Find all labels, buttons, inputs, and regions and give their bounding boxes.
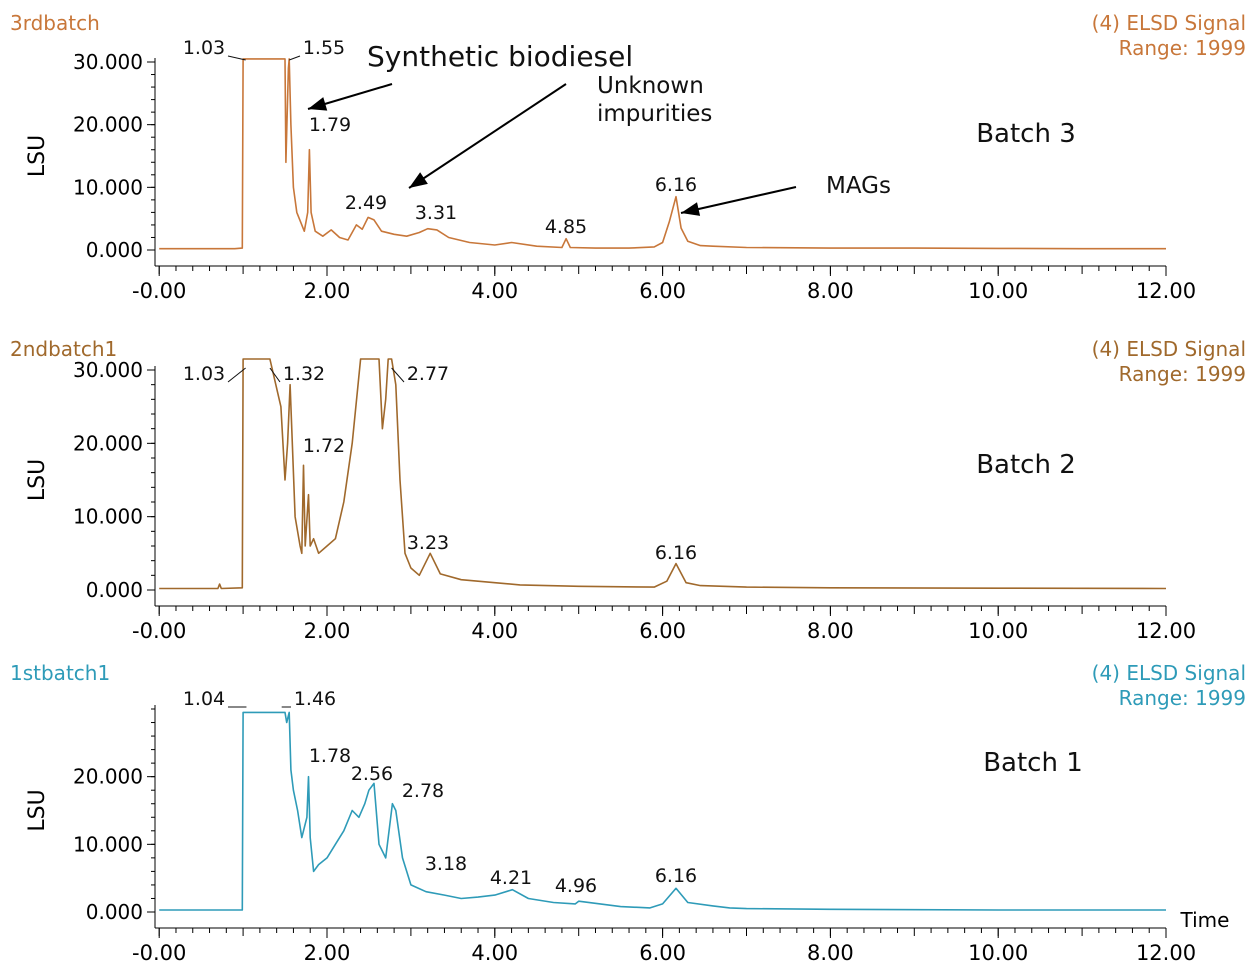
peak-label: 6.16 bbox=[655, 174, 697, 196]
y-tick-label: 20.000 bbox=[73, 431, 143, 455]
x-tick-label: 10.00 bbox=[968, 619, 1028, 643]
x-axis-label: Time bbox=[1180, 908, 1230, 932]
y-tick-label: 10.000 bbox=[73, 175, 143, 199]
peak-label: 6.16 bbox=[655, 865, 697, 887]
range-label-3: Range: 1999 bbox=[1119, 686, 1246, 710]
y-tick-label: 0.000 bbox=[86, 238, 143, 262]
chromatogram-line-1 bbox=[159, 58, 1166, 250]
range-label-2: Range: 1999 bbox=[1119, 362, 1246, 386]
sample-name-2: 2ndbatch1 bbox=[10, 337, 117, 361]
peak-label: 2.56 bbox=[351, 763, 393, 785]
x-tick-label: 10.00 bbox=[968, 279, 1028, 303]
peak-label: 3.31 bbox=[415, 202, 457, 224]
peak-label: 2.78 bbox=[402, 780, 444, 802]
peak-label: 3.23 bbox=[407, 532, 449, 554]
x-tick-label: 2.00 bbox=[304, 619, 351, 643]
y-axis-label-2: LSU bbox=[25, 459, 50, 501]
peak-label: 4.21 bbox=[490, 867, 532, 889]
batch-label-3: Batch 1 bbox=[983, 748, 1083, 778]
peak-label: 1.46 bbox=[294, 688, 336, 710]
x-tick-label: -0.00 bbox=[132, 619, 186, 643]
x-tick-label: 12.00 bbox=[1136, 619, 1196, 643]
range-label-1: Range: 1999 bbox=[1119, 36, 1246, 60]
arrow-impurities-head bbox=[409, 172, 428, 188]
peak-label: 4.96 bbox=[555, 875, 597, 897]
peak-label: 2.77 bbox=[407, 363, 449, 385]
x-tick-label: 4.00 bbox=[471, 941, 518, 965]
peak-leader bbox=[227, 367, 246, 383]
y-axis-label-3: LSU bbox=[25, 789, 50, 831]
x-tick-label: 8.00 bbox=[807, 619, 854, 643]
x-tick-label: 8.00 bbox=[807, 279, 854, 303]
x-tick-label: -0.00 bbox=[132, 941, 186, 965]
peak-label: 1.78 bbox=[309, 745, 351, 767]
chromatogram-line-2 bbox=[159, 358, 1167, 590]
x-tick-label: 6.00 bbox=[639, 279, 686, 303]
batch-label-2: Batch 2 bbox=[976, 450, 1076, 480]
batch-label-1: Batch 3 bbox=[976, 119, 1076, 149]
x-tick-label: 2.00 bbox=[304, 279, 351, 303]
x-tick-label: 8.00 bbox=[807, 941, 854, 965]
arrow-biodiesel-head bbox=[308, 97, 328, 111]
peak-label: 1.79 bbox=[309, 114, 351, 136]
annotation-synthetic-biodiesel: Synthetic biodiesel bbox=[367, 40, 633, 73]
chromatogram-line-3 bbox=[159, 711, 1166, 911]
signal-label-2: (4) ELSD Signal bbox=[1092, 337, 1246, 361]
x-tick-label: 4.00 bbox=[471, 279, 518, 303]
peak-label: 1.03 bbox=[183, 37, 225, 59]
y-tick-label: 0.000 bbox=[86, 578, 143, 602]
peak-label: 1.32 bbox=[283, 363, 325, 385]
peak-leader bbox=[391, 367, 405, 383]
y-tick-label: 10.000 bbox=[73, 505, 143, 529]
y-tick-label: 0.000 bbox=[86, 900, 143, 924]
peak-label: 1.04 bbox=[183, 688, 225, 710]
peak-leader bbox=[227, 55, 246, 61]
x-tick-label: 2.00 bbox=[304, 941, 351, 965]
x-tick-label: 12.00 bbox=[1136, 941, 1196, 965]
peak-label: 4.85 bbox=[545, 216, 587, 238]
peak-label: 1.03 bbox=[183, 363, 225, 385]
peak-leader bbox=[289, 55, 301, 61]
peak-label: 6.16 bbox=[655, 542, 697, 564]
arrow-impurities-shaft bbox=[408, 83, 567, 189]
peak-label: 1.55 bbox=[303, 37, 345, 59]
arrow-mags-head bbox=[681, 202, 701, 216]
y-tick-label: 30.000 bbox=[73, 358, 143, 382]
y-axis-label-1: LSU bbox=[25, 135, 50, 177]
y-tick-label: 20.000 bbox=[73, 765, 143, 789]
y-tick-label: 20.000 bbox=[73, 113, 143, 137]
annotation-unknown: Unknown bbox=[597, 73, 704, 99]
y-tick-label: 30.000 bbox=[73, 50, 143, 74]
x-tick-label: 10.00 bbox=[968, 941, 1028, 965]
signal-label-1: (4) ELSD Signal bbox=[1092, 11, 1246, 35]
annotation-impurities: impurities bbox=[597, 101, 712, 127]
peak-label: 2.49 bbox=[345, 192, 387, 214]
peak-label: 3.18 bbox=[425, 853, 467, 875]
x-tick-label: -0.00 bbox=[132, 279, 186, 303]
x-tick-label: 12.00 bbox=[1136, 279, 1196, 303]
y-tick-label: 10.000 bbox=[73, 832, 143, 856]
peak-leader bbox=[269, 367, 281, 383]
peak-label: 1.72 bbox=[303, 435, 345, 457]
signal-label-3: (4) ELSD Signal bbox=[1092, 661, 1246, 685]
x-tick-label: 6.00 bbox=[639, 941, 686, 965]
arrow-mags-shaft bbox=[680, 186, 797, 214]
annotation-mags: MAGs bbox=[826, 173, 891, 199]
sample-name-3: 1stbatch1 bbox=[10, 661, 110, 685]
x-tick-label: 4.00 bbox=[471, 619, 518, 643]
sample-name-1: 3rdbatch bbox=[10, 11, 100, 35]
x-tick-label: 6.00 bbox=[639, 619, 686, 643]
